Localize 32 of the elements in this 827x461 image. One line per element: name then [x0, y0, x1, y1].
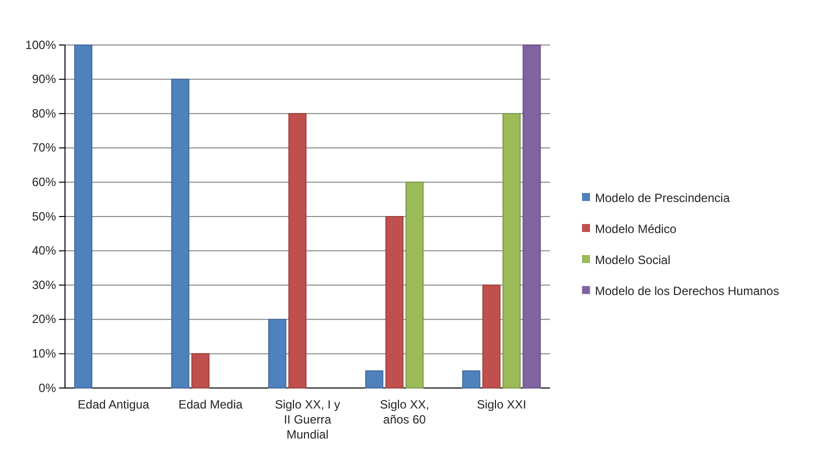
bar	[385, 216, 404, 388]
bar	[171, 78, 190, 388]
y-tick-label: 90%	[32, 72, 56, 86]
y-tick-label: 40%	[32, 244, 56, 258]
bar	[522, 44, 541, 388]
y-tick-label: 60%	[32, 175, 56, 190]
x-tick-label: Edad Antigua	[78, 398, 150, 412]
x-tick-label: Edad Media	[178, 398, 243, 412]
y-tick-label: 50%	[32, 209, 56, 224]
bar	[406, 182, 424, 388]
y-tick-label: 10%	[32, 346, 56, 361]
bar	[502, 113, 521, 388]
bar	[462, 370, 480, 388]
legend-label: Modelo de Prescindencia	[595, 191, 730, 205]
legend-label: Modelo Médico	[595, 222, 677, 236]
bar	[268, 318, 286, 388]
y-tick-label: 20%	[32, 312, 56, 326]
bar	[482, 284, 500, 388]
y-tick-label: 80%	[32, 106, 56, 120]
y-tick-label: 30%	[32, 278, 56, 292]
legend-label: Modelo Social	[595, 253, 670, 267]
bar	[74, 44, 92, 388]
y-tick-label: 100%	[25, 38, 56, 52]
bar	[288, 113, 306, 388]
x-tick-label: Siglo XX, años 60	[380, 398, 430, 427]
y-tick-label: 70%	[32, 140, 56, 155]
x-tick-label: Siglo XXI	[476, 398, 526, 412]
bar	[191, 353, 210, 388]
legend-label: Modelo de los Derechos Humanos	[595, 284, 780, 298]
x-tick-label: Siglo XX, I y II Guerra Mundial	[274, 398, 340, 442]
y-tick-label: 0%	[38, 380, 56, 395]
bar	[365, 370, 384, 388]
